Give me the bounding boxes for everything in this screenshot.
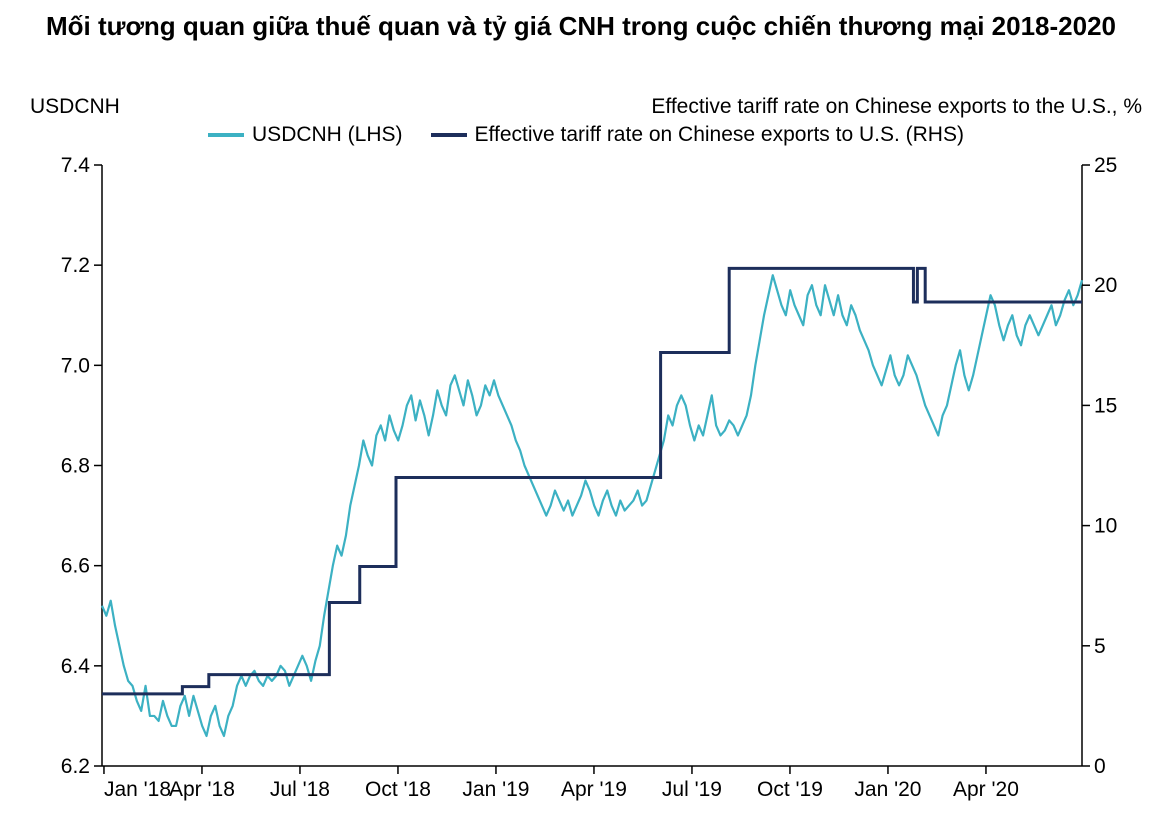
svg-text:0: 0 bbox=[1094, 755, 1106, 778]
chart-title: Mối tương quan giữa thuế quan và tỷ giá … bbox=[0, 10, 1162, 43]
y1-axis-label: USDCNH bbox=[30, 95, 120, 119]
legend-swatch-tariff bbox=[431, 133, 467, 137]
svg-text:Apr '19: Apr '19 bbox=[561, 778, 627, 801]
legend-label-tariff: Effective tariff rate on Chinese exports… bbox=[475, 123, 964, 147]
svg-text:7.0: 7.0 bbox=[61, 354, 90, 377]
svg-text:6.4: 6.4 bbox=[61, 655, 91, 678]
legend-label-usdcnh: USDCNH (LHS) bbox=[252, 123, 403, 147]
legend-item-usdcnh: USDCNH (LHS) bbox=[208, 123, 403, 147]
svg-text:Jan '20: Jan '20 bbox=[854, 778, 921, 801]
svg-text:15: 15 bbox=[1094, 394, 1117, 417]
chart-container: USDCNH Effective tariff rate on Chinese … bbox=[30, 95, 1142, 806]
svg-text:7.4: 7.4 bbox=[61, 155, 91, 177]
y2-axis-label: Effective tariff rate on Chinese exports… bbox=[651, 95, 1142, 119]
legend-swatch-usdcnh bbox=[208, 133, 244, 137]
svg-text:20: 20 bbox=[1094, 274, 1117, 297]
svg-text:7.2: 7.2 bbox=[61, 254, 90, 277]
legend-item-tariff: Effective tariff rate on Chinese exports… bbox=[431, 123, 964, 147]
svg-text:5: 5 bbox=[1094, 635, 1106, 658]
svg-text:6.2: 6.2 bbox=[61, 755, 90, 778]
svg-text:Apr '18: Apr '18 bbox=[169, 778, 235, 801]
svg-text:Jan '18: Jan '18 bbox=[104, 778, 171, 801]
svg-text:Jan '19: Jan '19 bbox=[462, 778, 529, 801]
svg-text:6.8: 6.8 bbox=[61, 455, 90, 478]
svg-text:Jul '18: Jul '18 bbox=[270, 778, 330, 801]
chart-legend: USDCNH (LHS) Effective tariff rate on Ch… bbox=[30, 123, 1142, 147]
svg-text:Apr '20: Apr '20 bbox=[953, 778, 1019, 801]
svg-text:Oct '19: Oct '19 bbox=[757, 778, 823, 801]
svg-text:6.6: 6.6 bbox=[61, 555, 90, 578]
svg-text:10: 10 bbox=[1094, 515, 1117, 538]
chart-svg: 6.26.46.66.87.07.27.40510152025Jan '18Ap… bbox=[30, 155, 1142, 806]
svg-text:25: 25 bbox=[1094, 155, 1117, 177]
svg-text:Jul '19: Jul '19 bbox=[662, 778, 722, 801]
svg-text:Oct '18: Oct '18 bbox=[365, 778, 431, 801]
page-root: Mối tương quan giữa thuế quan và tỷ giá … bbox=[0, 0, 1162, 816]
